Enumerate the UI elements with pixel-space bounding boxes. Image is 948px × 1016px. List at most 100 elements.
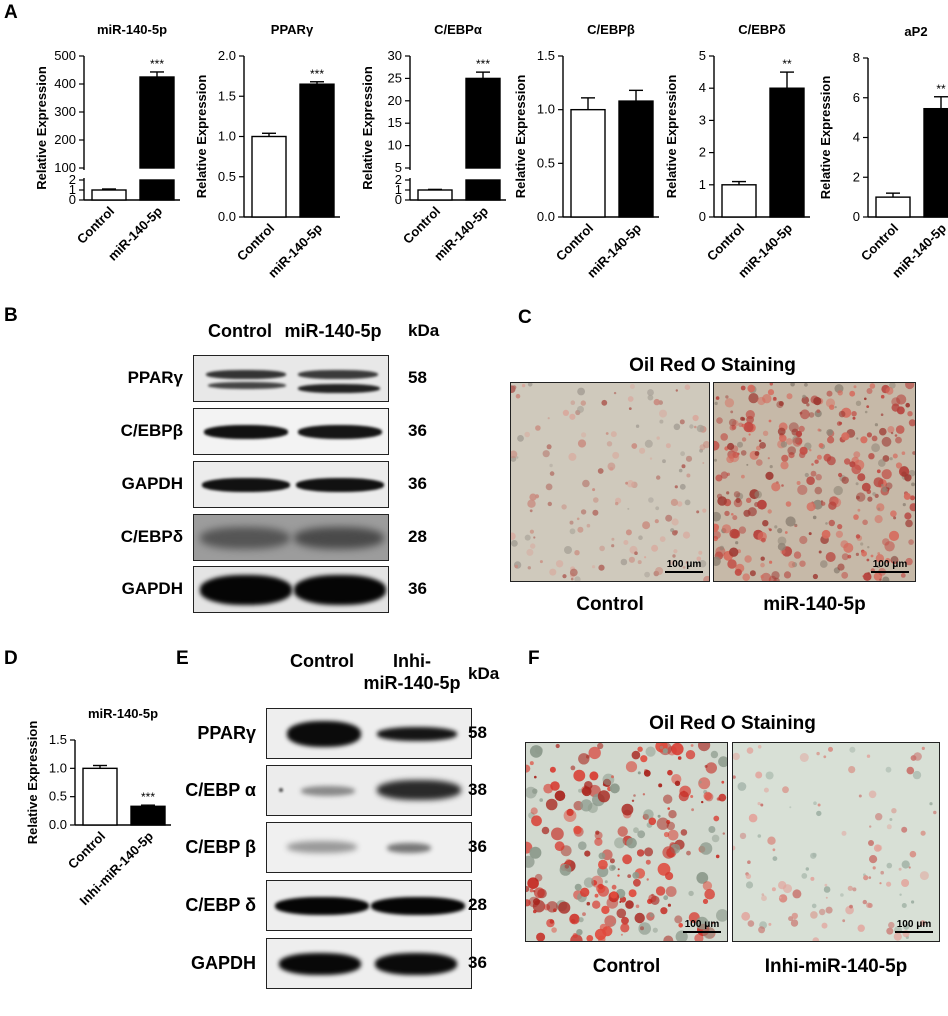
lipid-droplet (782, 786, 789, 794)
lipid-droplet (530, 807, 538, 815)
chart-5-significance-2: ** (782, 57, 792, 71)
lipid-droplet (788, 422, 799, 433)
lipid-droplet (628, 407, 632, 410)
chart-7-bar-1 (82, 767, 118, 826)
kda-value: 36 (408, 420, 427, 440)
lipid-droplet (569, 528, 576, 535)
lipid-droplet (649, 912, 654, 918)
lipid-droplet (810, 470, 817, 477)
blot-row-label: C/EBPβ (120, 420, 183, 440)
lipid-droplet (791, 562, 798, 568)
blot-band (204, 425, 288, 439)
chart-5-tick-label: 5 (699, 48, 706, 63)
lipid-droplet (899, 893, 902, 896)
chart-2-ylabel: Relative Expression (194, 75, 209, 199)
blot-band (298, 370, 378, 379)
lipid-droplet (730, 410, 734, 414)
chart-5-category-label-1: Control (704, 221, 747, 264)
lipid-droplet (876, 564, 880, 568)
lipid-droplet (633, 878, 641, 887)
lipid-droplet (739, 832, 747, 840)
lipid-droplet (855, 482, 859, 486)
lipid-droplet (879, 882, 882, 885)
lipid-droplet (580, 887, 590, 897)
blot-strip (193, 461, 389, 508)
lipid-droplet (810, 876, 815, 881)
blot-row-label: GAPDH (190, 952, 256, 973)
lipid-droplet (597, 883, 604, 890)
lipid-droplet (577, 439, 587, 448)
lipid-droplet (633, 827, 639, 834)
lipid-droplet (698, 743, 711, 752)
lipid-droplet (875, 844, 883, 852)
lipid-droplet (545, 483, 553, 491)
chart-4-ylabel: Relative Expression (513, 75, 528, 199)
lipid-droplet (714, 511, 721, 522)
lipid-droplet (864, 410, 868, 414)
lipid-droplet (716, 417, 723, 424)
lipid-droplet (869, 383, 876, 389)
lipid-droplet (742, 573, 750, 581)
lipid-droplet (817, 428, 821, 432)
lipid-droplet (885, 482, 893, 490)
chart-6-tick-label: 0 (853, 209, 860, 224)
lipid-droplet (651, 893, 654, 897)
lipid-droplet (599, 545, 605, 552)
lipid-droplet (704, 888, 715, 900)
lipid-droplet (741, 417, 746, 421)
lipid-droplet (877, 507, 881, 511)
lipid-droplet (667, 829, 679, 841)
lipid-droplet (725, 395, 729, 399)
lipid-droplet (546, 901, 558, 913)
lipid-droplet (516, 456, 519, 459)
lipid-droplet (533, 909, 537, 914)
lipid-droplet (853, 451, 861, 458)
chart-1-tick-label: 1 (69, 182, 76, 197)
lipid-droplet (672, 554, 676, 558)
lipid-droplet (743, 509, 751, 517)
lipid-droplet (906, 766, 915, 775)
lipid-droplet (816, 810, 822, 817)
lipid-droplet (702, 462, 705, 464)
lipid-droplet (799, 560, 806, 567)
lipid-droplet (638, 535, 643, 540)
lipid-droplet (583, 877, 595, 888)
stain-label-inhi-mir-140-5p: Inhi-miR-140-5p (764, 956, 908, 977)
lipid-droplet (812, 937, 820, 941)
lipid-droplet (769, 465, 773, 469)
lipid-droplet (593, 497, 599, 503)
lipid-droplet (533, 536, 536, 539)
blot-row-label: PPARγ (197, 722, 256, 743)
lipid-droplet (614, 837, 626, 849)
lipid-droplet (561, 504, 567, 510)
lipid-droplet (648, 817, 657, 826)
lipid-droplet (888, 921, 895, 929)
lipid-droplet (761, 895, 767, 902)
lipid-droplet (905, 519, 913, 528)
lipid-droplet (555, 560, 564, 568)
lipid-droplet (698, 550, 703, 555)
lipid-droplet (749, 570, 756, 577)
lipid-droplet (767, 836, 776, 845)
lipid-droplet (843, 542, 854, 553)
lipid-droplet (813, 397, 822, 406)
chart-2-tick-label: 1.0 (218, 129, 236, 144)
lipid-droplet (619, 901, 622, 903)
lipid-droplet (521, 383, 526, 388)
lipid-droplet (642, 521, 651, 530)
lipid-droplet (694, 425, 697, 429)
lipid-droplet (653, 398, 660, 406)
lipid-droplet (515, 393, 521, 399)
lipid-droplet (731, 425, 737, 430)
lipid-droplet (825, 552, 836, 562)
lipid-droplet (529, 846, 542, 859)
lipid-droplet (767, 389, 775, 396)
lipid-droplet (599, 923, 608, 932)
lipid-droplet (732, 515, 738, 521)
lipid-droplet (708, 826, 716, 833)
lipid-droplet (586, 523, 591, 528)
lipid-droplet (690, 744, 694, 747)
lipid-droplet (793, 551, 802, 559)
lipid-droplet (684, 384, 691, 390)
lipid-droplet (852, 887, 857, 892)
